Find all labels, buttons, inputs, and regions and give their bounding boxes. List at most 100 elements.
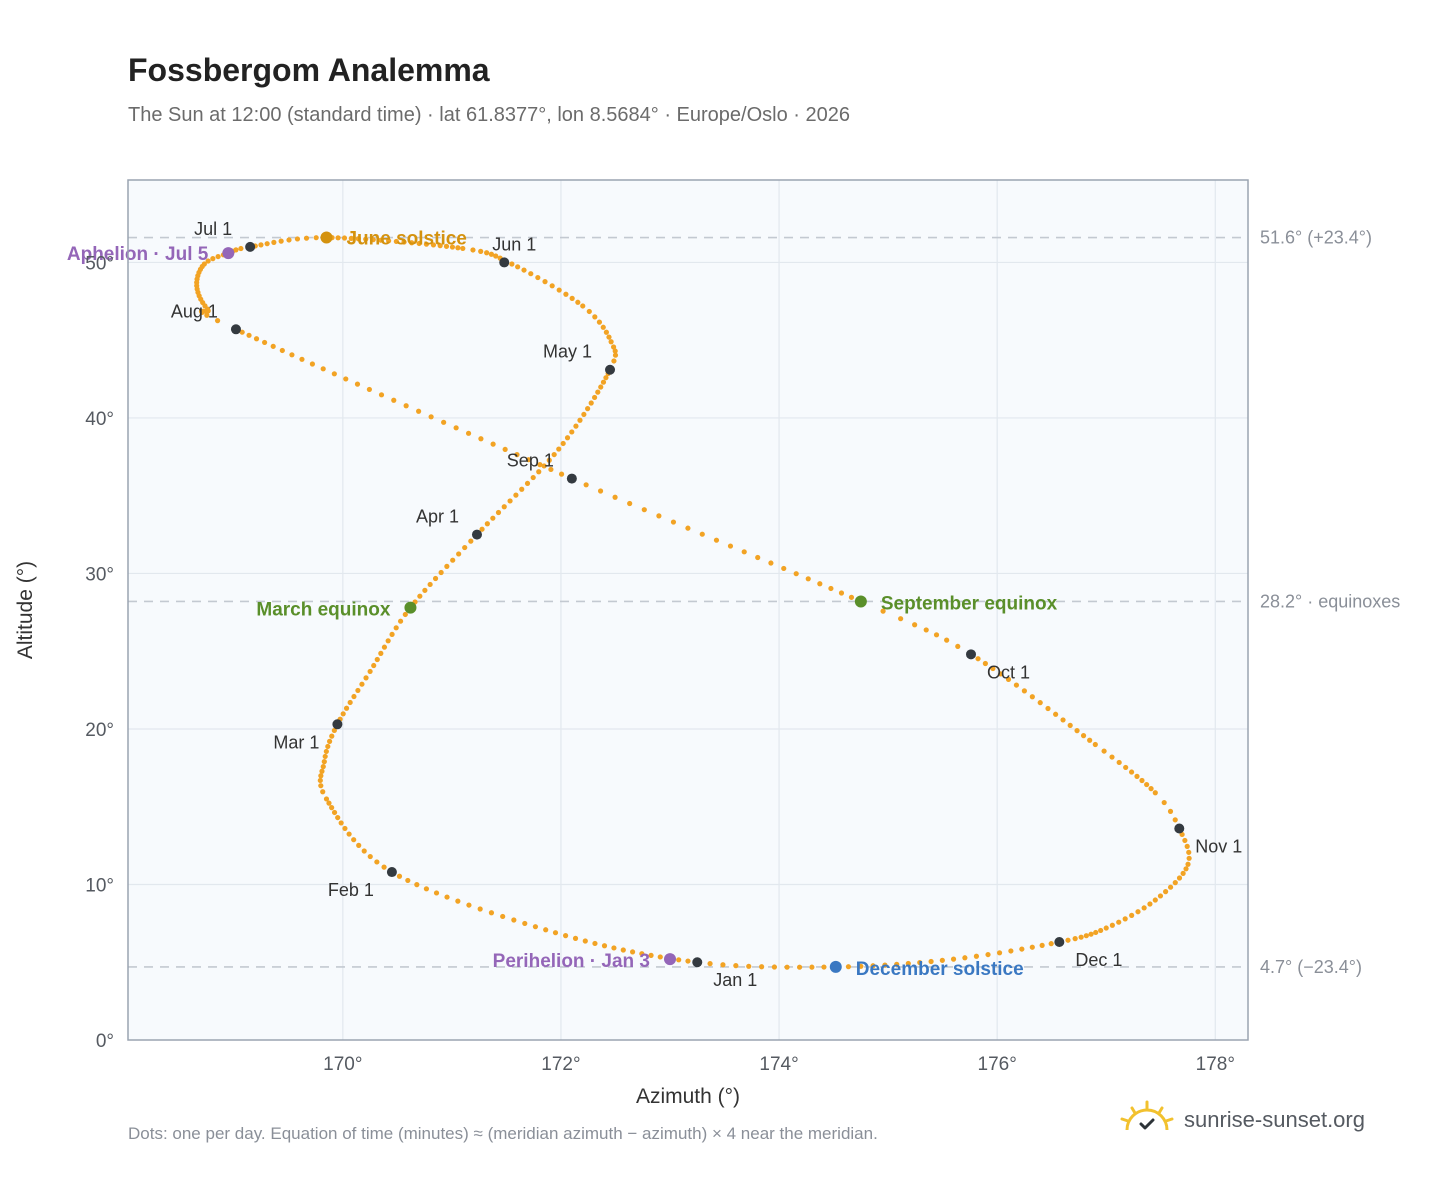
day-dot — [741, 549, 747, 555]
day-dot — [326, 800, 332, 806]
day-dot — [629, 949, 636, 955]
day-dot — [342, 825, 348, 832]
day-dot — [340, 711, 346, 717]
month-label: Aug 1 — [171, 301, 218, 321]
day-dot — [401, 239, 407, 245]
day-dot — [1129, 912, 1135, 918]
day-dot — [598, 384, 604, 390]
day-dot — [1019, 946, 1025, 952]
day-dot — [612, 352, 619, 358]
footnote: Dots: one per day. Equation of time (min… — [128, 1124, 878, 1143]
day-dot — [532, 924, 539, 930]
day-dot — [430, 242, 437, 248]
day-dot — [524, 480, 531, 487]
day-dot — [670, 519, 677, 525]
day-dot — [575, 299, 581, 305]
day-dot — [1134, 773, 1140, 779]
event-marker — [854, 595, 867, 608]
day-dot — [727, 543, 734, 549]
day-dot — [509, 261, 515, 267]
day-dot — [955, 643, 961, 650]
event-label: Perihelion · Jan 3 — [493, 951, 650, 972]
x-tick-label: 170° — [323, 1054, 362, 1075]
x-tick-label: 174° — [759, 1054, 798, 1075]
day-dot — [592, 394, 598, 401]
day-dot — [453, 425, 459, 431]
day-dot — [321, 759, 327, 765]
day-dot — [460, 245, 466, 252]
day-dot — [1029, 694, 1035, 700]
day-dot — [354, 381, 361, 387]
day-dot — [933, 632, 940, 638]
y-tick-label: 0° — [96, 1031, 114, 1052]
event-label: Aphelion · Jul 5 — [67, 244, 209, 265]
day-dot — [597, 488, 604, 494]
day-dot — [466, 902, 472, 908]
day-dot — [286, 237, 292, 243]
day-dot — [985, 951, 991, 958]
day-dot — [1139, 777, 1145, 784]
day-dot — [1065, 937, 1071, 943]
day-dot — [627, 500, 633, 507]
day-dot — [438, 569, 444, 576]
day-dot — [1021, 688, 1027, 694]
day-dot — [912, 622, 918, 628]
month-marker — [499, 257, 510, 268]
day-dot — [371, 662, 377, 669]
day-dot — [397, 618, 404, 624]
day-dot — [746, 963, 752, 969]
day-dot — [962, 955, 968, 961]
day-dot — [205, 258, 211, 264]
day-dot — [990, 665, 996, 672]
day-dot — [982, 660, 988, 667]
day-dot — [437, 243, 443, 249]
day-dot — [870, 963, 876, 969]
day-dot — [493, 253, 499, 259]
sun-logo-icon — [1120, 1100, 1174, 1139]
day-dot — [592, 314, 598, 320]
month-marker — [245, 241, 256, 252]
day-dot — [1172, 817, 1178, 823]
month-label: Jul 1 — [194, 219, 232, 239]
day-dot — [939, 957, 945, 963]
day-dot — [323, 748, 329, 755]
day-dot — [1157, 893, 1164, 899]
day-dot — [519, 486, 525, 492]
day-dot — [470, 247, 476, 253]
day-dot — [381, 644, 388, 650]
day-dot — [548, 466, 554, 473]
day-dot — [479, 526, 485, 532]
chart-title: Fossbergom Analemma — [128, 52, 490, 88]
day-dot — [331, 727, 337, 734]
day-dot — [781, 565, 787, 572]
day-dot — [564, 435, 571, 441]
day-dot — [393, 625, 399, 631]
day-dot — [784, 964, 790, 970]
day-dot — [1088, 931, 1094, 937]
day-dot — [374, 859, 380, 865]
day-dot — [581, 411, 587, 418]
month-label: Jan 1 — [713, 970, 757, 990]
day-dot — [299, 356, 305, 362]
day-dot — [367, 668, 373, 675]
day-dot — [361, 848, 367, 854]
day-dot — [848, 594, 855, 600]
day-dot — [455, 898, 461, 904]
day-dot — [338, 820, 344, 826]
day-dot — [239, 329, 245, 335]
day-dot — [370, 237, 376, 243]
day-dot — [828, 585, 834, 592]
day-dot — [699, 531, 705, 537]
day-dot — [317, 777, 323, 784]
brand[interactable]: sunrise-sunset.org — [1120, 1100, 1365, 1139]
day-dot — [1060, 717, 1066, 723]
x-tick-label: 172° — [541, 1054, 580, 1075]
day-dot — [603, 375, 609, 381]
day-dot — [546, 457, 552, 463]
day-dot — [809, 964, 815, 970]
day-dot — [676, 957, 682, 963]
day-dot — [478, 436, 484, 442]
day-dot — [1109, 922, 1115, 928]
day-dot — [612, 348, 618, 354]
month-label: Oct 1 — [987, 662, 1030, 682]
